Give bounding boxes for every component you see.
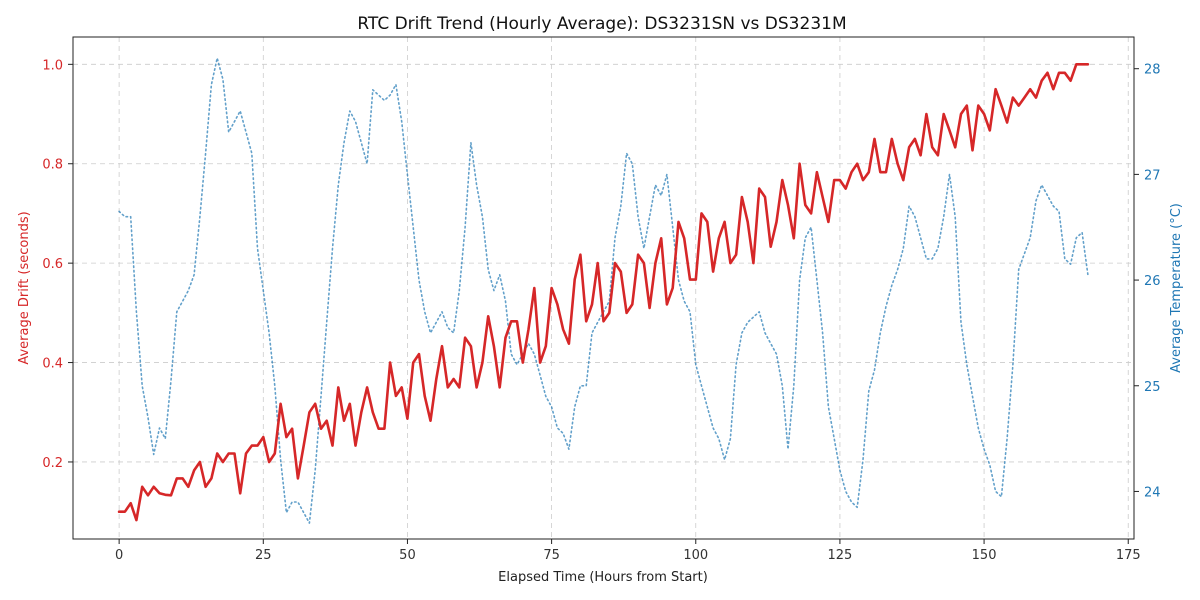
y-axis-right-label: Average Temperature (°C) [1169, 203, 1184, 373]
y-left-tick-label: 0.8 [42, 158, 63, 173]
grid-layer [73, 37, 1134, 539]
plot-frame [72, 36, 1135, 540]
ticks-layer: 0 25 50 75 100 125 150 175 0.2 0.4 0.6 0.8 1.0 24 25 26… [42, 58, 1160, 563]
x-tick-label: 175 [1116, 548, 1141, 563]
x-tick-label: 75 [543, 548, 560, 563]
x-tick-label: 25 [255, 548, 272, 563]
x-tick-label: 100 [683, 548, 708, 563]
x-tick-label: 150 [972, 548, 997, 563]
y-left-tick-label: 1.0 [42, 58, 63, 73]
y-left-tick-label: 0.6 [42, 257, 63, 272]
y-right-tick-label: 24 [1144, 485, 1161, 500]
y-left-tick-label: 0.4 [42, 357, 63, 372]
x-tick-label: 0 [115, 548, 123, 563]
y-right-tick-label: 27 [1144, 168, 1161, 183]
series-layer [117, 57, 1090, 524]
y-axis-left-label: Average Drift (seconds) [17, 211, 32, 364]
y-right-tick-label: 25 [1144, 380, 1161, 395]
x-axis-label: Elapsed Time (Hours from Start) [498, 570, 708, 585]
drift-series-line [117, 63, 1090, 522]
x-tick-label: 125 [828, 548, 853, 563]
chart-title: RTC Drift Trend (Hourly Average): DS3231… [357, 14, 846, 34]
y-right-tick-label: 28 [1144, 63, 1161, 78]
y-right-tick-label: 26 [1144, 274, 1161, 289]
y-left-tick-label: 0.2 [42, 456, 63, 471]
x-tick-label: 50 [399, 548, 416, 563]
